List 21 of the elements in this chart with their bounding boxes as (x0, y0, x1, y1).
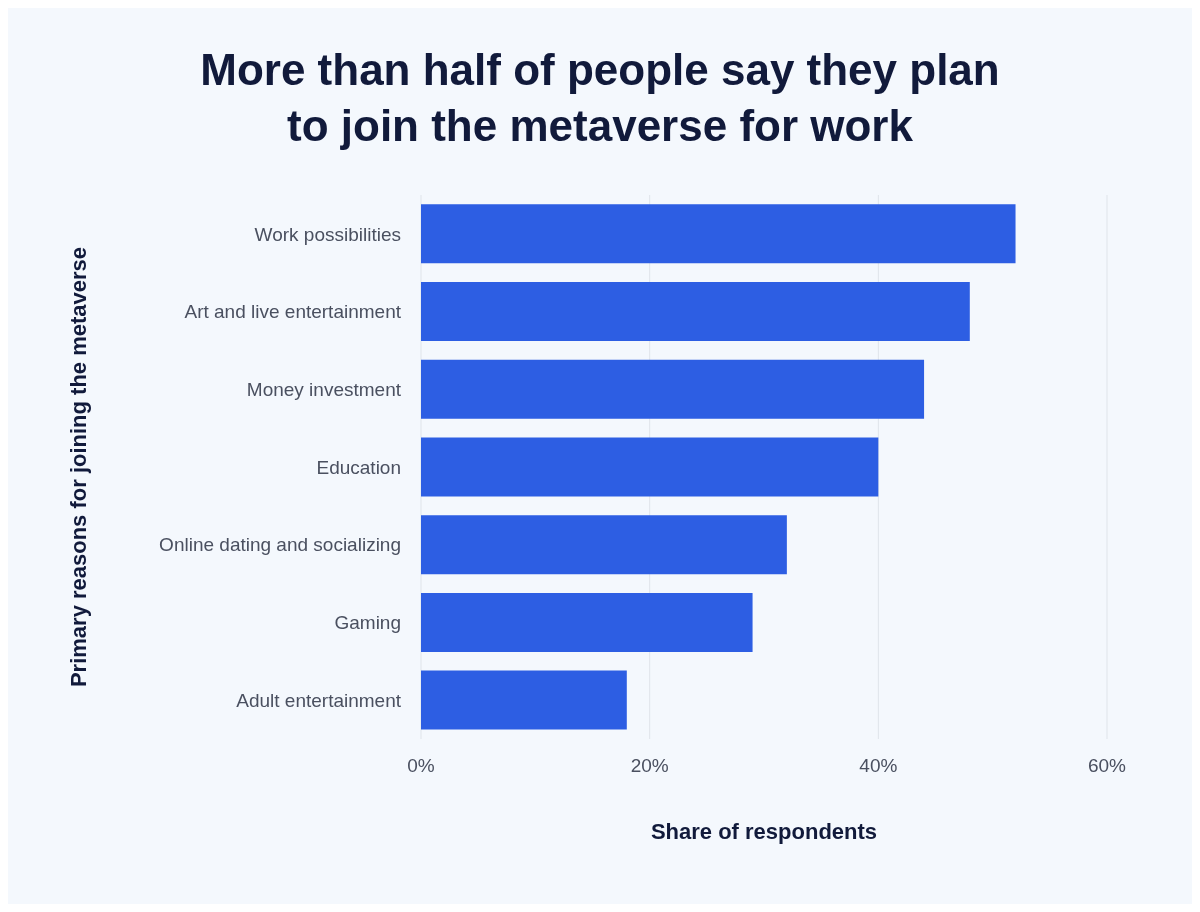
x-tick-label: 0% (407, 755, 435, 777)
y-tick-label: Adult entertainment (236, 689, 402, 711)
y-tick-label: Online dating and socializing (159, 534, 401, 556)
x-tick-label: 40% (859, 755, 898, 777)
x-tick-label: 60% (1087, 755, 1127, 777)
bar (421, 437, 879, 497)
y-axis-title: Primary reasons for joining the metaverse (65, 246, 91, 688)
y-tick-label: Work possibilities (254, 223, 401, 245)
bar (421, 359, 925, 419)
x-tick-label: 20% (630, 755, 669, 777)
y-tick-label: Education (316, 456, 401, 478)
y-tick-label: Gaming (334, 612, 401, 634)
x-axis-title: Share of respondents (650, 819, 878, 844)
bar (421, 282, 970, 342)
y-tick-label: Art and live entertainment (184, 301, 402, 323)
bar (421, 204, 1016, 264)
bar (421, 515, 787, 575)
bar (421, 670, 627, 730)
chart-title: More than half of people say they plan to join the metaverse for work (199, 44, 1001, 152)
bar (421, 592, 753, 652)
y-tick-label: Money investment (246, 379, 402, 401)
